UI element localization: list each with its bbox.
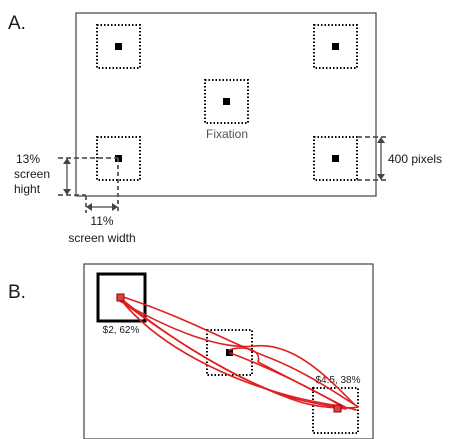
height-text-1: screen bbox=[14, 167, 50, 181]
size-arrowhead-up bbox=[377, 137, 385, 143]
target-box-top-left bbox=[96, 24, 141, 69]
target-box-top-right bbox=[313, 24, 358, 69]
chosen-option-box bbox=[96, 272, 147, 323]
right-option-marker bbox=[333, 404, 342, 413]
right-option-box bbox=[312, 387, 359, 434]
left-option-label: $2, 62% bbox=[103, 325, 140, 336]
trajectory-5 bbox=[119, 300, 355, 405]
target-marker-top-left bbox=[115, 43, 122, 50]
width-arrowhead-left bbox=[86, 203, 92, 211]
width-text: screen width bbox=[68, 231, 135, 245]
fixation-marker bbox=[223, 98, 230, 105]
right-option-label: $4.5, 38% bbox=[315, 375, 360, 386]
height-arrowhead-up bbox=[63, 158, 71, 164]
width-arrowhead-right bbox=[112, 203, 118, 211]
height-pct: 13% bbox=[16, 152, 40, 166]
panel-b-screen-frame bbox=[83, 263, 374, 439]
fixation-box bbox=[204, 79, 249, 124]
trajectory-3 bbox=[116, 297, 359, 409]
width-pct: 11% bbox=[90, 214, 113, 228]
left-option-marker bbox=[116, 293, 125, 302]
target-box-bottom-right bbox=[313, 136, 358, 181]
target-marker-bottom-right bbox=[332, 155, 339, 162]
panel-b-letter: B. bbox=[8, 282, 26, 303]
target-marker-top-right bbox=[332, 43, 339, 50]
size-label: 400 pixels bbox=[388, 152, 442, 166]
trajectory-7 bbox=[228, 347, 346, 408]
height-arrowhead-down bbox=[63, 189, 71, 195]
size-arrowhead-down bbox=[377, 174, 385, 180]
trajectory-4 bbox=[122, 296, 358, 407]
fixation-label: Fixation bbox=[206, 127, 248, 141]
mouse-trajectories bbox=[116, 295, 359, 411]
panel-a-letter: A. bbox=[8, 13, 26, 34]
panel-a-screen-frame bbox=[75, 12, 377, 197]
target-box-bottom-left bbox=[96, 136, 141, 181]
height-text-2: hight bbox=[14, 182, 41, 196]
